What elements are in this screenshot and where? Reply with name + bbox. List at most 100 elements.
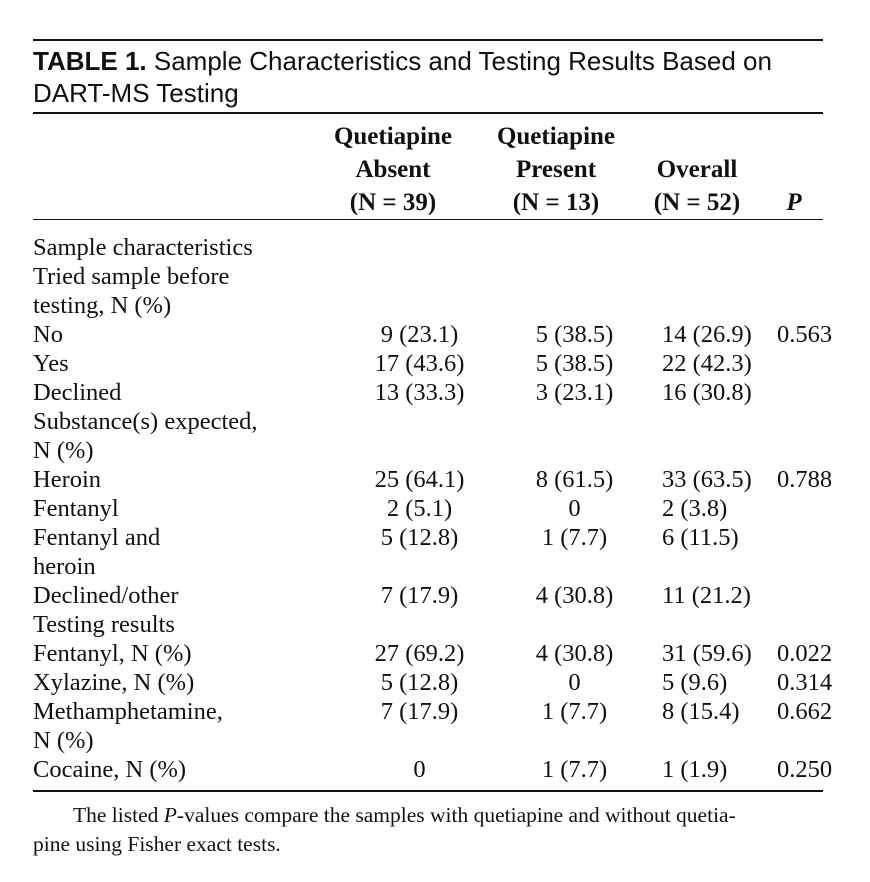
row-label: Declined [33,379,122,406]
table-row: Xylazine, N (%) 5 (12.8) 0 5 (9.6) 0.314 [33,668,842,697]
cell-quetiapine-absent: 7 (17.9) [380,698,459,725]
cell-p-value: 0.662 [777,698,833,725]
cell-p-value: 0.022 [777,640,833,667]
cell-quetiapine-absent: 2 (5.1) [386,495,453,522]
table-title-line2: DART-MS Testing [33,78,239,108]
row-label: Xylazine, N (%) [33,669,195,696]
cell-quetiapine-absent [333,726,493,755]
cell-quetiapine-absent: 9 (23.1) [380,321,459,348]
cell-quetiapine-absent [333,291,493,320]
column-header-quetiapine-present: Quetiapine Present (N = 13) [486,120,626,219]
cell-quetiapine-present: 1 (7.7) [541,524,608,551]
cell-overall [656,233,777,262]
cell-quetiapine-absent: 13 (33.3) [374,379,465,406]
cell-quetiapine-present [493,610,656,639]
cell-quetiapine-absent [333,233,493,262]
table-row: Fentanyl, N (%) 27 (69.2) 4 (30.8) 31 (59.6… [33,639,842,668]
row-label: Sample characteristics [33,234,253,261]
cell-overall [656,436,777,465]
cell-quetiapine-present: 1 (7.7) [541,698,608,725]
column-header-line: (N = 52) [653,189,741,216]
row-label: Methamphetamine, [33,698,223,725]
cell-overall [656,407,777,436]
table-title: Sample Characteristics and Testing Resul… [153,46,772,76]
cell-p-value [777,581,842,610]
cell-quetiapine-present: 8 (61.5) [535,466,614,493]
header-bottom-rule [33,219,823,220]
cell-quetiapine-present [493,291,656,320]
cell-overall: 22 (42.3) [662,350,752,377]
table-row: testing, N (%) [33,291,842,320]
row-label: Fentanyl and [33,524,161,551]
column-header-line: Quetiapine [333,123,453,150]
cell-quetiapine-present: 1 (7.7) [541,756,608,783]
cell-quetiapine-present: 0 [568,669,581,696]
cell-overall: 1 (1.9) [662,756,728,783]
table-row: Yes 17 (43.6) 5 (38.5) 22 (42.3) [33,349,842,378]
bottom-rule [33,790,823,792]
cell-p-value [777,494,842,523]
top-rule [33,39,823,41]
column-header-line: (N = 13) [512,189,600,216]
table-row: Sample characteristics [33,233,842,262]
cell-quetiapine-present: 4 (30.8) [535,582,614,609]
results-table-body: Sample characteristics Tried sample befor… [33,233,842,784]
row-label: Substance(s) expected, [33,408,258,435]
column-header-overall: Overall (N = 52) [627,120,767,219]
row-label: testing, N (%) [33,292,172,319]
cell-quetiapine-absent: 5 (12.8) [380,669,459,696]
column-header-line: Overall [656,156,738,183]
column-header-line [627,120,767,153]
cell-p-value [777,523,842,552]
row-label: Fentanyl [33,495,119,522]
cell-quetiapine-absent [333,552,493,581]
column-header-line: (N = 39) [349,189,437,216]
cell-quetiapine-absent [333,262,493,291]
footnote-text: pine using Fisher exact tests. [33,832,281,856]
footnote-text: The listed [73,803,164,827]
table-footnote: The listed P-values compare the samples … [33,801,823,859]
cell-overall: 5 (9.6) [662,669,728,696]
cell-quetiapine-absent: 7 (17.9) [380,582,459,609]
column-header-quetiapine-absent: Quetiapine Absent (N = 39) [323,120,463,219]
cell-p-value: 0.250 [777,756,833,783]
cell-quetiapine-present [493,233,656,262]
cell-quetiapine-present [493,552,656,581]
table-row: Fentanyl 2 (5.1) 0 2 (3.8) [33,494,842,523]
cell-quetiapine-present: 3 (23.1) [535,379,614,406]
cell-p-value [777,726,842,755]
row-label: Heroin [33,466,102,493]
table-row: Heroin 25 (64.1) 8 (61.5) 33 (63.5) 0.788 [33,465,842,494]
cell-quetiapine-present: 4 (30.8) [535,640,614,667]
cell-quetiapine-present [493,436,656,465]
table-row: Declined 13 (33.3) 3 (23.1) 16 (30.8) [33,378,842,407]
cell-p-value [777,378,842,407]
footnote-text: -values compare the samples with quetiap… [176,803,736,827]
table-row: No 9 (23.1) 5 (38.5) 14 (26.9) 0.563 [33,320,842,349]
table-label: TABLE 1. [33,46,147,76]
table-row: N (%) [33,726,842,755]
column-header-line: Present [515,156,597,183]
cell-quetiapine-absent: 5 (12.8) [380,524,459,551]
table-row: Fentanyl and 5 (12.8) 1 (7.7) 6 (11.5) [33,523,842,552]
cell-quetiapine-absent [333,436,493,465]
results-table: Sample characteristics Tried sample befor… [33,233,842,784]
cell-overall [656,262,777,291]
cell-p-value [777,233,842,262]
cell-quetiapine-present [493,407,656,436]
row-label: Yes [33,350,69,377]
cell-overall [656,610,777,639]
row-label: Declined/other [33,582,179,609]
cell-overall [656,291,777,320]
column-header-line: P [786,189,802,216]
row-label: No [33,321,63,348]
table-row: Substance(s) expected, [33,407,842,436]
cell-p-value [777,262,842,291]
cell-p-value [777,436,842,465]
cell-overall: 14 (26.9) [662,321,752,348]
footnote-p-symbol: P [163,803,177,827]
cell-quetiapine-absent: 17 (43.6) [374,350,465,377]
cell-quetiapine-present: 0 [568,495,581,522]
table-row: Tried sample before [33,262,842,291]
cell-overall: 8 (15.4) [662,698,740,725]
